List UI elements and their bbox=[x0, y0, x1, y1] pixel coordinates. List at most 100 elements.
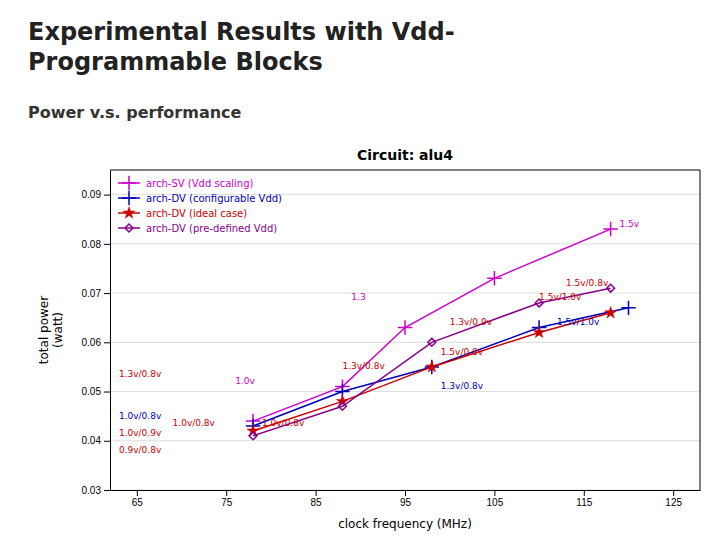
slide-title: Programmable Blocks bbox=[28, 48, 323, 76]
y-tick-mark bbox=[104, 342, 110, 343]
x-tick: 75 bbox=[221, 490, 233, 508]
series-line bbox=[253, 229, 611, 421]
x-tick: 115 bbox=[576, 490, 592, 508]
x-tick-mark bbox=[137, 490, 138, 496]
y-tick: 0.03 bbox=[82, 485, 110, 496]
x-tick-label: 75 bbox=[221, 497, 233, 508]
y-tick-mark bbox=[104, 244, 110, 245]
annotation: 1.3 bbox=[351, 292, 365, 302]
x-tick-label: 125 bbox=[665, 497, 682, 508]
x-tick: 105 bbox=[487, 490, 504, 508]
legend-swatch-marker bbox=[122, 176, 136, 190]
annotation: 1.5v/1.0v bbox=[557, 317, 600, 327]
y-tick-label: 0.03 bbox=[82, 485, 102, 496]
annotation: 1.3v/0.9v bbox=[450, 317, 493, 327]
y-tick-label: 0.09 bbox=[82, 189, 102, 200]
annotation: 1.0v/0.8v bbox=[119, 411, 162, 421]
annotation: 1.3v/0.8v bbox=[441, 381, 484, 391]
chart-title: Circuit: alu4 bbox=[357, 147, 453, 163]
grid-line bbox=[110, 342, 700, 343]
legend-item: arch-DV (ideal case) bbox=[118, 207, 247, 219]
legend-swatch-line bbox=[118, 227, 140, 229]
annotation: 1.0v/0.9v bbox=[119, 428, 162, 438]
annotation: 1.5v/0.8v bbox=[566, 278, 609, 288]
x-tick-label: 105 bbox=[487, 497, 504, 508]
y-tick: 0.08 bbox=[82, 239, 110, 250]
y-axis: 0.03 0.04 0.05 0.06 0.07 0.08 0.09 bbox=[82, 171, 111, 496]
series-point bbox=[249, 432, 257, 440]
series-point bbox=[426, 361, 438, 372]
legend-label: arch-SV (Vdd scaling) bbox=[146, 178, 254, 189]
legend-label: arch-DV (ideal case) bbox=[146, 208, 247, 219]
x-tick-label: 95 bbox=[400, 497, 412, 508]
y-tick-label: 0.08 bbox=[82, 239, 102, 250]
annotation: 1.5v bbox=[620, 219, 640, 229]
x-axis: 65 75 85 95 105 115 125 bbox=[111, 490, 701, 508]
annotation: 1.5v/0.8v bbox=[441, 347, 484, 357]
y-tick-mark bbox=[104, 441, 110, 442]
series-line bbox=[253, 313, 611, 431]
series-point bbox=[603, 222, 617, 236]
y-axis-title: total power(watt) bbox=[37, 296, 65, 364]
series-point bbox=[428, 338, 436, 346]
plot-area bbox=[246, 222, 636, 440]
annotation: 1.0v/0.8v bbox=[262, 418, 305, 428]
bullet-text: Power v.s. performance bbox=[28, 103, 242, 122]
legend-label: arch-DV (configurable Vdd) bbox=[146, 193, 282, 204]
series-point bbox=[605, 306, 617, 317]
grid bbox=[110, 195, 700, 490]
legend-label: arch-DV (pre-defined Vdd) bbox=[146, 223, 277, 234]
frame-right bbox=[700, 170, 701, 490]
y-tick: 0.04 bbox=[82, 435, 110, 446]
x-tick-label: 115 bbox=[576, 497, 592, 508]
y-tick: 0.06 bbox=[82, 337, 110, 348]
series-point bbox=[336, 395, 348, 406]
frame-top bbox=[110, 170, 700, 171]
x-tick: 95 bbox=[400, 490, 412, 508]
grid-line bbox=[110, 440, 700, 441]
grid-line bbox=[110, 293, 700, 294]
series-point bbox=[533, 326, 545, 337]
x-axis-title: clock frequency (MHz) bbox=[338, 517, 472, 531]
chart: Experimental Results with Vdd-Programmab… bbox=[0, 0, 720, 540]
y-tick-mark bbox=[104, 392, 110, 393]
series-point bbox=[425, 360, 439, 374]
annotation: 1.0v/0.8v bbox=[173, 418, 216, 428]
x-tick-mark bbox=[584, 490, 585, 496]
y-tick-mark bbox=[104, 490, 110, 491]
x-tick: 65 bbox=[132, 490, 144, 508]
y-tick-label: 0.05 bbox=[82, 386, 102, 397]
grid-line bbox=[110, 391, 700, 392]
series-line bbox=[253, 308, 628, 426]
x-tick-label: 85 bbox=[311, 497, 323, 508]
annotation: 1.3v/0.8v bbox=[342, 361, 385, 371]
x-tick: 85 bbox=[311, 490, 323, 508]
y-tick: 0.07 bbox=[82, 288, 110, 299]
legend: arch-SV (Vdd scaling) arch-DV (configurab… bbox=[118, 176, 282, 234]
x-tick-mark bbox=[226, 490, 227, 496]
series-point bbox=[338, 402, 346, 410]
annotation: 1.3v/0.8v bbox=[119, 369, 162, 379]
legend-swatch-marker bbox=[125, 224, 133, 232]
slide-title: Experimental Results with Vdd- bbox=[28, 18, 455, 46]
y-tick-mark bbox=[104, 293, 110, 294]
legend-swatch-marker bbox=[123, 207, 135, 218]
x-tick: 125 bbox=[665, 490, 682, 508]
y-tick-label: 0.07 bbox=[82, 288, 102, 299]
y-tick-label: 0.06 bbox=[82, 337, 102, 348]
annotation: 0.9v/0.8v bbox=[119, 445, 162, 455]
y-tick: 0.09 bbox=[82, 189, 110, 200]
y-tick: 0.05 bbox=[82, 386, 110, 397]
legend-item: arch-DV (configurable Vdd) bbox=[118, 191, 282, 205]
y-axis-line bbox=[110, 171, 111, 491]
x-tick-label: 65 bbox=[132, 497, 144, 508]
series-line bbox=[253, 288, 611, 436]
x-tick-mark bbox=[673, 490, 674, 496]
series-point bbox=[621, 301, 635, 315]
y-tick-label: 0.04 bbox=[82, 435, 102, 446]
legend-item: arch-DV (pre-defined Vdd) bbox=[118, 223, 277, 234]
legend-item: arch-SV (Vdd scaling) bbox=[118, 176, 254, 190]
x-tick-mark bbox=[494, 490, 495, 496]
series-point bbox=[398, 320, 412, 334]
annotation: 1.0v bbox=[235, 376, 255, 386]
